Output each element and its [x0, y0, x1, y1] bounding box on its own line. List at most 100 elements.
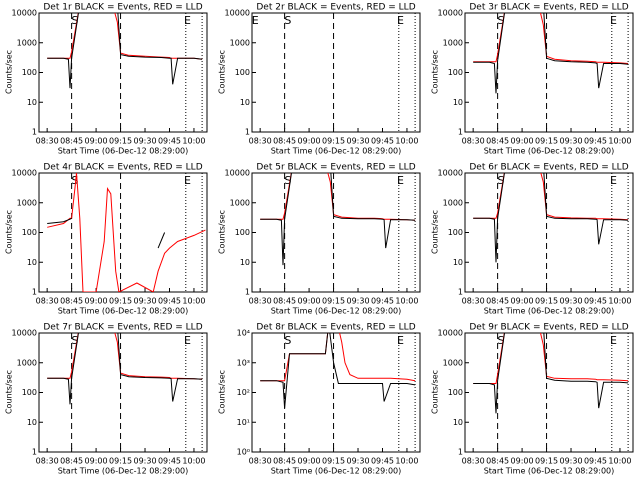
- y-tick-label: 1: [32, 128, 37, 137]
- x-tick-label: 08:30: [249, 457, 272, 466]
- x-tick-label: 10:00: [182, 457, 205, 466]
- y-tick-label: 10: [27, 258, 37, 267]
- y-tick-label: 100: [22, 228, 37, 237]
- annotation: S: [284, 174, 291, 187]
- y-tick-label: 1000: [230, 198, 250, 207]
- x-tick-label: 09:30: [346, 297, 369, 306]
- series-line: [260, 333, 416, 382]
- chart-title: Det 6r BLACK = Events, RED = LLD: [469, 163, 628, 173]
- y-tick-label: 1: [32, 288, 37, 297]
- x-tick-label: 09:15: [535, 137, 558, 146]
- series-line: [260, 333, 416, 409]
- x-tick-label: 08:45: [486, 297, 509, 306]
- series-line: [47, 333, 203, 405]
- y-tick-label: 100: [235, 228, 250, 237]
- x-tick-label: 09:30: [559, 457, 582, 466]
- x-tick-label: 09:45: [371, 137, 394, 146]
- x-tick-label: 09:45: [371, 457, 394, 466]
- y-tick-label: 1000: [17, 38, 37, 47]
- y-tick-label: 1000: [17, 198, 37, 207]
- plot-lines: [473, 333, 629, 414]
- x-tick-label: 09:30: [559, 137, 582, 146]
- y-tick-label: 100: [448, 388, 463, 397]
- series-line: [47, 13, 203, 89]
- x-tick-label: 08:30: [462, 297, 485, 306]
- panel: Det 4r BLACK = Events, RED = LLD Start Ti…: [5, 163, 208, 316]
- y-axis-label: Counts/sec: [218, 210, 227, 254]
- y-tick-label: 10000: [12, 9, 37, 18]
- y-axis-label: Counts/sec: [218, 50, 227, 94]
- y-tick-label: 10000: [12, 169, 37, 178]
- y-tick-label: 10000: [225, 9, 250, 18]
- annotation: S: [497, 14, 504, 27]
- annotation: S: [71, 334, 78, 347]
- annotation: S: [71, 174, 78, 187]
- series-line: [473, 173, 629, 263]
- x-tick-label: 10:00: [608, 297, 631, 306]
- y-axis-label: Counts/sec: [5, 370, 14, 414]
- x-tick-label: 09:45: [158, 457, 181, 466]
- y-tick-label: 10000: [12, 329, 37, 338]
- y-tick-label: 1: [245, 128, 250, 137]
- x-tick-label: 09:00: [511, 297, 534, 306]
- x-tick-label: 09:30: [133, 137, 156, 146]
- x-tick-label: 09:45: [371, 297, 394, 306]
- x-tick-label: 09:15: [535, 457, 558, 466]
- x-tick-label: 08:45: [486, 457, 509, 466]
- y-tick-label: 100: [448, 228, 463, 237]
- plot-lines: [260, 333, 416, 409]
- x-tick-label: 09:00: [298, 457, 321, 466]
- x-tick-label: 08:30: [462, 457, 485, 466]
- annotation: E: [184, 14, 191, 27]
- x-tick-label: 08:45: [60, 457, 83, 466]
- x-tick-label: 09:00: [85, 137, 108, 146]
- annotation: S: [497, 334, 504, 347]
- x-tick-label: 09:00: [298, 137, 321, 146]
- x-tick-label: 08:30: [36, 457, 59, 466]
- annotation: S: [497, 174, 504, 187]
- x-tick-label: 10:00: [608, 457, 631, 466]
- panel: Det 7r BLACK = Events, RED = LLD Start Ti…: [5, 323, 208, 476]
- chart-title: Det 7r BLACK = Events, RED = LLD: [43, 323, 202, 333]
- panel: Det 5r BLACK = Events, RED = LLD Start Ti…: [218, 163, 421, 316]
- chart-title: Det 9r BLACK = Events, RED = LLD: [469, 323, 628, 333]
- y-tick-label: 10: [453, 418, 463, 427]
- x-tick-label: 08:45: [60, 137, 83, 146]
- x-tick-label: 09:00: [511, 137, 534, 146]
- y-tick-label: 1000: [443, 358, 463, 367]
- x-tick-label: 09:30: [346, 137, 369, 146]
- panel: Det 9r BLACK = Events, RED = LLD Start Ti…: [431, 323, 634, 476]
- x-tick-label: 09:15: [322, 137, 345, 146]
- y-tick-label: 1: [458, 128, 463, 137]
- x-tick-label: 09:30: [559, 297, 582, 306]
- y-tick-label: 10²: [237, 388, 250, 397]
- x-axis-label: Start Time (06-Dec-12 08:29:00): [484, 147, 615, 156]
- y-tick-label: 1000: [443, 38, 463, 47]
- y-tick-label: 10: [240, 258, 250, 267]
- panel: Det 6r BLACK = Events, RED = LLD Start Ti…: [431, 163, 634, 316]
- x-axis-label: Start Time (06-Dec-12 08:29:00): [484, 307, 615, 316]
- x-axis-label: Start Time (06-Dec-12 08:29:00): [58, 147, 189, 156]
- y-tick-label: 1000: [443, 198, 463, 207]
- panel: Det 1r BLACK = Events, RED = LLD Start Ti…: [5, 3, 208, 156]
- x-axis-label: Start Time (06-Dec-12 08:29:00): [271, 147, 402, 156]
- plot-lines: [47, 13, 203, 89]
- y-tick-label: 100: [235, 68, 250, 77]
- y-tick-label: 10: [240, 98, 250, 107]
- x-tick-label: 10:00: [182, 137, 205, 146]
- y-axis-label: Counts/sec: [431, 370, 440, 414]
- annotation: E: [397, 174, 404, 187]
- series-line: [473, 333, 629, 414]
- x-tick-label: 09:00: [298, 297, 321, 306]
- annotation: E: [252, 14, 259, 27]
- x-tick-label: 09:15: [322, 457, 345, 466]
- x-axis-label: Start Time (06-Dec-12 08:29:00): [484, 467, 615, 476]
- x-tick-label: 08:30: [36, 297, 59, 306]
- y-tick-label: 1: [458, 448, 463, 457]
- y-tick-label: 1: [32, 448, 37, 457]
- x-tick-label: 08:45: [273, 297, 296, 306]
- x-tick-label: 08:45: [486, 137, 509, 146]
- annotation: E: [184, 174, 191, 187]
- y-tick-label: 1000: [17, 358, 37, 367]
- annotation: S: [284, 14, 291, 27]
